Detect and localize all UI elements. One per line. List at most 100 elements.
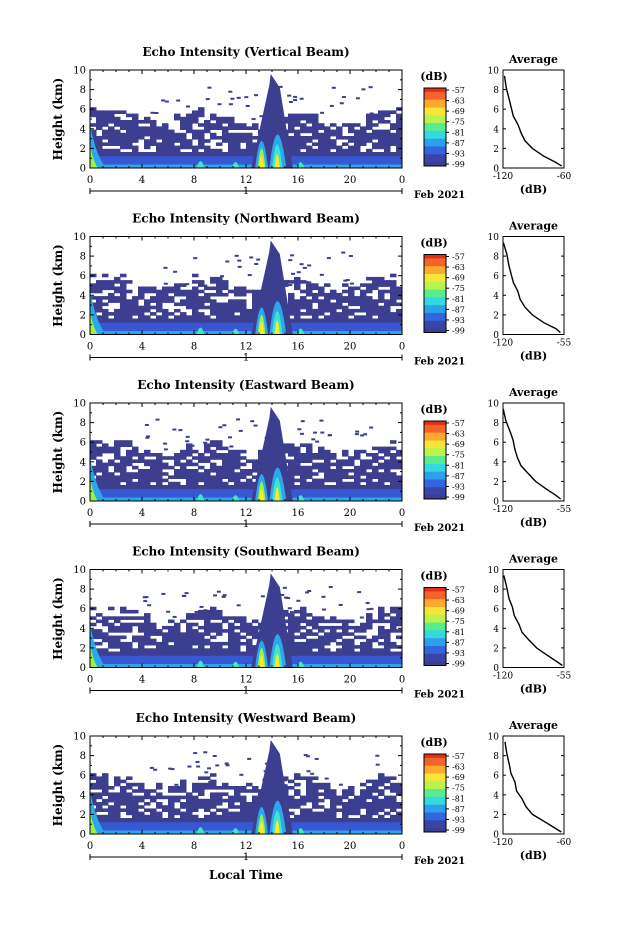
- colorbar-segment: [424, 303, 446, 306]
- echo-cell: [396, 465, 402, 470]
- echo-cell: [180, 648, 187, 652]
- echo-cell: [180, 795, 187, 800]
- echo-cell: [312, 283, 319, 287]
- echo-cell: [307, 781, 312, 784]
- echo-cell: [390, 296, 397, 300]
- echo-cell: [222, 129, 229, 134]
- echo-cell: [348, 786, 355, 790]
- echo-cell: [348, 129, 355, 134]
- echo-cell: [372, 318, 379, 323]
- echo-cell: [312, 472, 319, 476]
- y-tick-label: 4: [80, 790, 86, 801]
- echo-cell: [240, 456, 247, 460]
- echo-cell: [396, 116, 402, 121]
- echo-cell: [168, 802, 175, 806]
- echo-cell: [246, 148, 253, 153]
- echo-cell: [366, 641, 373, 646]
- echo-cell: [312, 299, 319, 303]
- echo-cell: [378, 472, 385, 476]
- echo-cell: [138, 453, 145, 457]
- echo-cell: [126, 616, 133, 620]
- colorbar-segment: [424, 465, 446, 469]
- echo-cell: [384, 145, 391, 150]
- echo-cell: [354, 123, 361, 127]
- echo-cell: [228, 302, 235, 307]
- colorbar-segment: [424, 164, 446, 167]
- echo-cell: [216, 485, 223, 489]
- echo-cell: [108, 280, 115, 284]
- echo-cell: [246, 625, 253, 630]
- echo-cell: [336, 296, 343, 300]
- echo-cell: [348, 481, 355, 486]
- colorbar-segment: [424, 812, 446, 815]
- echo-cell: [288, 622, 295, 627]
- echo-cell: [348, 136, 355, 140]
- echo-cell: [102, 129, 109, 134]
- echo-cell: [246, 622, 253, 627]
- echo-cell: [246, 152, 253, 156]
- colorbar-segment: [424, 123, 446, 126]
- echo-cell: [306, 456, 313, 460]
- echo-cell: [102, 312, 109, 316]
- echo-cell: [294, 609, 301, 614]
- echo-cell: [162, 625, 169, 630]
- echo-cell: [312, 792, 319, 796]
- echo-cell: [300, 318, 307, 323]
- echo-cell: [372, 453, 379, 457]
- echo-cell: [288, 123, 295, 127]
- colorbar-segment: [424, 773, 446, 776]
- colorbar-segment: [424, 616, 446, 620]
- colorbar-frame: [423, 587, 447, 666]
- avg-x-tick-label: -120: [493, 172, 513, 182]
- avg-x-tick-label: -60: [557, 838, 572, 848]
- echo-cell: [120, 622, 127, 627]
- echo-cell: [156, 305, 163, 310]
- colorbar-segment: [424, 610, 446, 614]
- echo-cell: [342, 148, 349, 153]
- colorbar-tick-label: -63: [452, 97, 465, 106]
- echo-cell: [192, 798, 199, 803]
- colorbar-segment: [424, 822, 446, 825]
- echo-cell: [390, 795, 397, 800]
- colorbar-segment: [424, 113, 446, 116]
- echo-cell: [114, 475, 121, 479]
- echo-cell: [336, 315, 343, 319]
- echo-cell: [390, 641, 397, 646]
- echo-cell: [234, 789, 241, 793]
- echo-cell: [390, 446, 397, 451]
- echo-cell: [198, 283, 205, 287]
- avg-y-tick-label: 8: [493, 419, 499, 429]
- y-tick-label: 2: [80, 477, 86, 488]
- echo-cell: [216, 802, 223, 806]
- echo-cell: [186, 616, 193, 620]
- echo-cell: [204, 456, 211, 460]
- echo-cell: [174, 475, 181, 479]
- echo-cell: [336, 148, 343, 153]
- echo-cell: [378, 651, 385, 656]
- echo-cell: [180, 283, 187, 287]
- echo-cell: [300, 136, 307, 140]
- echo-cell: [222, 318, 229, 323]
- echo-cell: [288, 148, 295, 153]
- echo-cell: [204, 629, 211, 633]
- echo-cell: [108, 132, 115, 137]
- echo-cell: [396, 789, 402, 793]
- echo-cell: [180, 651, 187, 656]
- echo-cell: [144, 648, 151, 652]
- echo-cell: [120, 786, 127, 790]
- echo-cell: [96, 296, 103, 300]
- echo-cell: [294, 308, 301, 313]
- echo-cell: [186, 296, 193, 300]
- echo-cell: [336, 292, 343, 297]
- echo-cell: [240, 635, 247, 640]
- echo-cell: [162, 126, 169, 130]
- echo-cell: [318, 798, 325, 803]
- echo-cell: [96, 651, 103, 656]
- colorbar-segment: [424, 309, 446, 312]
- echo-cell: [306, 299, 313, 303]
- echo-cell: [366, 318, 373, 323]
- echo-cell: [174, 641, 181, 646]
- y-tick-label: 0: [80, 830, 86, 841]
- colorbar-segment: [424, 264, 446, 267]
- echo-cell: [324, 638, 331, 643]
